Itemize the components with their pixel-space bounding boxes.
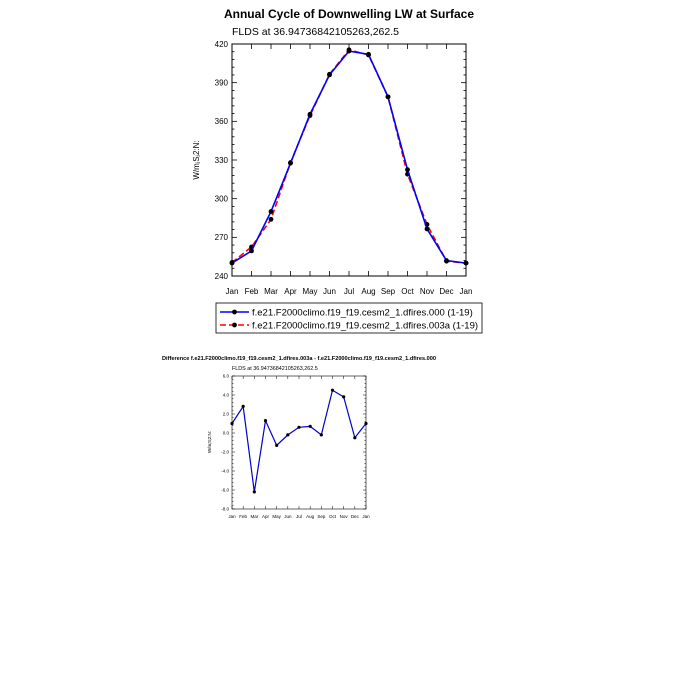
data-point [353,436,357,440]
x-tick-label: Oct [329,514,337,519]
data-point [364,421,368,426]
legend-marker [232,309,237,315]
chart-subtitle: FLDS at 36.94736842105263,262.5 [232,366,318,372]
data-point [268,209,274,214]
plot-frame [231,43,467,277]
data-point [268,216,274,222]
x-tick-label: Sep [381,287,396,296]
y-tick-label: -2.0 [221,450,229,455]
x-tick-label: Dec [351,514,360,519]
y-tick-label: 4.0 [223,393,230,398]
data-point [230,421,234,426]
y-axis-label: W/mⱼSⱼ2:N: [192,140,201,179]
x-tick-label: Feb [245,287,259,296]
data-point [297,425,301,429]
x-tick-label: Apr [262,514,270,519]
plot-frame [231,375,367,510]
y-tick-label: 330 [215,156,229,165]
legend-label: f.e21.F2000climo.f19_f19.cesm2_1.dfires.… [252,308,473,319]
y-tick-label: -8.0 [221,507,229,512]
data-point [229,260,235,266]
x-tick-label: May [272,514,281,519]
x-tick-label: Mar [250,514,258,519]
data-point [405,167,410,173]
y-tick-label: 2.0 [223,412,230,417]
legend-box [215,302,483,334]
data-point [327,72,332,78]
x-tick-label: Jun [284,514,292,519]
legend-marker [232,322,237,328]
x-tick-label: Feb [239,514,247,519]
data-point [444,258,449,263]
x-tick-label: May [302,287,317,296]
annual-cycle-chart: Annual Cycle of Downwelling LW at Surfac… [192,7,474,296]
legend: f.e21.F2000climo.f19_f19.cesm2_1.dfires.… [215,302,483,334]
legend-label: f.e21.F2000climo.f19_f19.cesm2_1.dfires.… [252,321,478,332]
y-axis-label: W/mⱼSⱼ2:N: [207,431,212,453]
data-point [342,395,346,399]
x-tick-label: Oct [401,287,414,296]
data-point [424,226,430,232]
x-tick-label: Aug [306,514,315,519]
data-point [249,248,254,254]
data-point [241,404,245,408]
x-tick-label: Dec [439,287,453,296]
series-line [231,48,467,264]
x-tick-label: Nov [420,287,434,296]
x-tick-label: Jul [296,514,302,519]
data-point [385,94,391,100]
x-tick-label: Apr [284,287,297,296]
y-tick-label: 270 [215,233,229,242]
data-point [252,490,256,494]
data-point [275,443,279,447]
y-tick-label: -4.0 [221,469,229,474]
series-line [231,389,367,492]
x-tick-label: Jul [344,287,354,296]
data-point [286,433,290,437]
x-tick-label: Aug [361,287,375,296]
data-point [366,51,371,57]
y-tick-label: -6.0 [221,488,229,493]
chart-title: Annual Cycle of Downwelling LW at Surfac… [224,7,474,21]
x-tick-label: Mar [264,287,278,296]
data-point [463,260,469,266]
y-tick-label: 390 [215,78,229,87]
x-tick-label: Jun [323,287,336,296]
data-point [319,433,323,437]
x-tick-label: Jan [362,514,370,519]
x-tick-label: Sep [317,514,326,519]
y-tick-label: 6.0 [223,374,230,379]
chart-title: Difference f.e21.F2000climo.f19_f19.cesm… [162,356,436,362]
y-tick-label: 360 [215,117,229,126]
y-tick-label: 240 [215,272,229,281]
difference-chart: Difference f.e21.F2000climo.f19_f19.cesm… [162,356,436,519]
data-point [330,388,335,392]
data-point [288,160,293,166]
x-tick-label: Jan [460,287,473,296]
data-point [308,424,312,428]
y-tick-label: 0.0 [223,431,230,436]
data-point [307,111,313,117]
x-tick-label: Jan [226,287,239,296]
x-tick-label: Jan [228,514,236,519]
data-point [346,48,352,54]
y-tick-label: 300 [215,194,229,203]
y-tick-label: 420 [215,40,229,49]
data-point [263,419,268,423]
x-tick-label: Nov [340,514,349,519]
chart-subtitle: FLDS at 36.94736842105263,262.5 [232,26,399,38]
